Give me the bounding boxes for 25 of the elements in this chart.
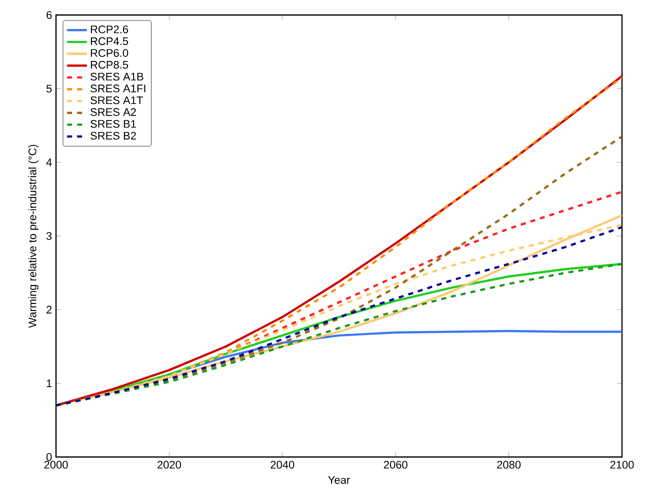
x-tick-label: 2000 (44, 460, 68, 469)
legend-label: SRES A1B (90, 72, 144, 81)
legend-label: SRES A2 (90, 108, 136, 116)
x-tick-label: 2100 (610, 460, 634, 469)
x-tick-label: 2020 (158, 460, 182, 469)
y-tick-label: 6 (46, 11, 52, 19)
legend-label: RCP2.6 (90, 25, 128, 34)
y-tick-label: 1 (46, 380, 52, 388)
y-tick-label: 2 (46, 306, 52, 314)
legend-label: RCP4.5 (90, 37, 128, 46)
y-axis-title: Warming relative to pre-industrial (°C) (28, 144, 38, 328)
legend-label: SRES A1FI (90, 84, 146, 92)
legend-label: SRES B1 (90, 120, 136, 128)
legend-label: RCP8.5 (90, 60, 128, 69)
x-tick-label: 2080 (497, 460, 521, 469)
legend-label: RCP6.0 (90, 49, 128, 57)
y-tick-label: 4 (46, 158, 52, 166)
x-axis-title: Year (328, 476, 350, 484)
legend-label: SRES B2 (90, 132, 136, 140)
y-tick-label: 5 (46, 84, 52, 92)
legend-label: SRES A1T (90, 96, 143, 104)
x-tick-label: 2060 (384, 460, 408, 469)
x-tick-label: 2040 (270, 460, 294, 469)
y-tick-label: 0 (46, 453, 52, 461)
y-tick-label: 3 (46, 232, 52, 240)
